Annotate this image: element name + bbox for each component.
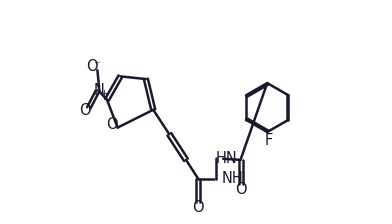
Text: ⁻: ⁻ [93, 59, 100, 72]
Text: +: + [100, 88, 110, 99]
Text: N: N [94, 83, 105, 98]
Text: NH: NH [221, 171, 243, 186]
Text: HN: HN [216, 151, 238, 166]
Text: O: O [235, 182, 246, 197]
Text: O: O [192, 200, 204, 215]
Text: F: F [265, 133, 273, 148]
Text: O: O [80, 103, 91, 118]
Text: O: O [106, 117, 118, 132]
Text: O: O [86, 59, 98, 74]
